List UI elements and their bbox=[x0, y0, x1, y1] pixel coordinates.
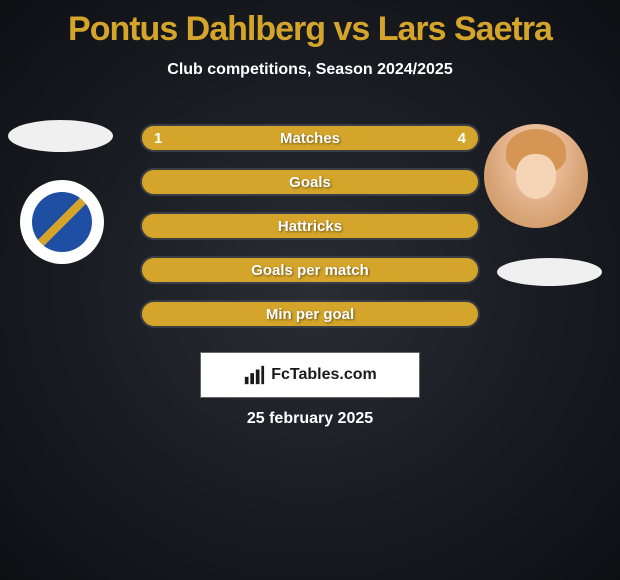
club-logo-left bbox=[20, 180, 104, 264]
comparison-title: Pontus Dahlberg vs Lars Saetra bbox=[0, 0, 620, 49]
player-left-placeholder bbox=[8, 120, 113, 152]
stat-label: Goals bbox=[289, 174, 331, 191]
stat-row-hattricks: Hattricks bbox=[140, 212, 480, 240]
stat-value-left: 1 bbox=[154, 130, 162, 147]
stats-container: 1 Matches 4 Goals Hattricks Goals per ma… bbox=[140, 124, 480, 344]
stat-label: Hattricks bbox=[278, 218, 342, 235]
branding-text: FcTables.com bbox=[271, 366, 377, 384]
player-right-avatar bbox=[484, 124, 588, 228]
stat-row-goals-per-match: Goals per match bbox=[140, 256, 480, 284]
stat-row-goals: Goals bbox=[140, 168, 480, 196]
stat-label: Goals per match bbox=[251, 262, 369, 279]
club-crest-icon bbox=[32, 192, 92, 252]
stat-row-min-per-goal: Min per goal bbox=[140, 300, 480, 328]
stat-row-matches: 1 Matches 4 bbox=[140, 124, 480, 152]
comparison-subtitle: Club competitions, Season 2024/2025 bbox=[0, 61, 620, 79]
stat-label: Matches bbox=[280, 130, 340, 147]
bar-chart-icon bbox=[243, 364, 265, 386]
stat-value-right: 4 bbox=[458, 130, 466, 147]
stat-label: Min per goal bbox=[266, 306, 354, 323]
player-right-placeholder bbox=[497, 258, 602, 286]
branding-box[interactable]: FcTables.com bbox=[200, 352, 420, 398]
comparison-date: 25 february 2025 bbox=[0, 410, 620, 428]
